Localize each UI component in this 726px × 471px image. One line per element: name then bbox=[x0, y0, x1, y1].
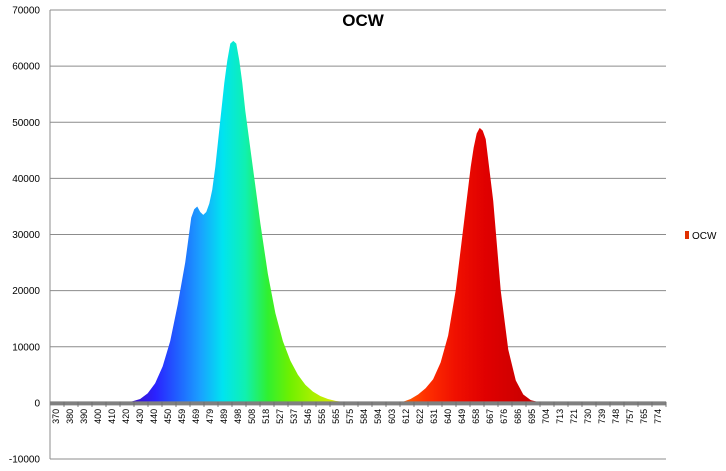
x-tick-label: 410 bbox=[107, 409, 117, 424]
y-tick-label: 50000 bbox=[12, 118, 40, 129]
y-tick-label: 0 bbox=[34, 398, 40, 409]
x-tick-label: 537 bbox=[289, 409, 299, 424]
x-tick-label: 508 bbox=[247, 409, 257, 424]
x-tick-label: 370 bbox=[51, 409, 61, 424]
x-tick-label: 640 bbox=[443, 409, 453, 424]
x-tick-label: 400 bbox=[93, 409, 103, 424]
x-tick-label: 730 bbox=[583, 409, 593, 424]
y-tick-label: 60000 bbox=[12, 62, 40, 73]
x-tick-label: 430 bbox=[135, 409, 145, 424]
x-tick-label: 546 bbox=[303, 409, 313, 424]
x-tick-label: 469 bbox=[191, 409, 201, 424]
x-tick-label: 575 bbox=[345, 409, 355, 424]
x-tick-label: 420 bbox=[121, 409, 131, 424]
x-tick-label: 518 bbox=[261, 409, 271, 424]
x-tick-label: 489 bbox=[219, 409, 229, 424]
x-tick-label: 757 bbox=[625, 409, 635, 424]
y-tick-label: 30000 bbox=[12, 230, 40, 241]
x-tick-label: 380 bbox=[65, 409, 75, 424]
y-tick-label: 10000 bbox=[12, 342, 40, 353]
x-tick-label: 459 bbox=[177, 409, 187, 424]
x-tick-label: 584 bbox=[359, 409, 369, 424]
y-tick-label: -10000 bbox=[9, 455, 41, 466]
chart-title: OCW bbox=[342, 11, 385, 30]
x-tick-label: 527 bbox=[275, 409, 285, 424]
x-tick-labels: 370 380 390 400 410 420 430 440 450 459 469 479 489 4… bbox=[51, 409, 663, 424]
x-tick-label: 594 bbox=[373, 409, 383, 424]
gridlines bbox=[50, 9, 666, 460]
x-tick-label: 695 bbox=[527, 409, 537, 424]
legend: OCW bbox=[685, 231, 717, 242]
x-tick-label: 667 bbox=[485, 409, 495, 424]
x-tick-label: 479 bbox=[205, 409, 215, 424]
x-tick-label: 440 bbox=[149, 409, 159, 424]
y-tick-label: 70000 bbox=[12, 6, 40, 17]
x-tick-label: 774 bbox=[653, 409, 663, 424]
x-tick-label: 721 bbox=[569, 409, 579, 424]
series-area-layer bbox=[50, 40, 666, 403]
x-tick-label: 686 bbox=[513, 409, 523, 424]
x-tick-label: 622 bbox=[415, 409, 425, 424]
x-tick-label: 612 bbox=[401, 409, 411, 424]
y-tick-label: 40000 bbox=[12, 174, 40, 185]
x-tick-label: 765 bbox=[639, 409, 649, 424]
series-area-ocw bbox=[50, 40, 666, 403]
y-tick-label: 20000 bbox=[12, 286, 40, 297]
x-tick-label: 631 bbox=[429, 409, 439, 424]
x-tick-label: 658 bbox=[471, 409, 481, 424]
x-tick-label: 739 bbox=[597, 409, 607, 424]
x-tick-label: 713 bbox=[555, 409, 565, 424]
x-tick-label: 676 bbox=[499, 409, 509, 424]
x-tick-label: 450 bbox=[163, 409, 173, 424]
x-tick-label: 498 bbox=[233, 409, 243, 424]
x-tick-label: 649 bbox=[457, 409, 467, 424]
legend-swatch bbox=[685, 231, 689, 239]
x-tick-label: 556 bbox=[317, 409, 327, 424]
x-tick-label: 603 bbox=[387, 409, 397, 424]
legend-entry-ocw: OCW bbox=[692, 231, 717, 242]
x-tick-label: 704 bbox=[541, 409, 551, 424]
x-tick-label: 390 bbox=[79, 409, 89, 424]
x-tick-label: 565 bbox=[331, 409, 341, 424]
x-tick-label: 748 bbox=[611, 409, 621, 424]
y-tick-labels: -10000 0 10000 20000 30000 40000 50000 60000 700… bbox=[9, 6, 41, 466]
axes bbox=[49, 10, 667, 459]
